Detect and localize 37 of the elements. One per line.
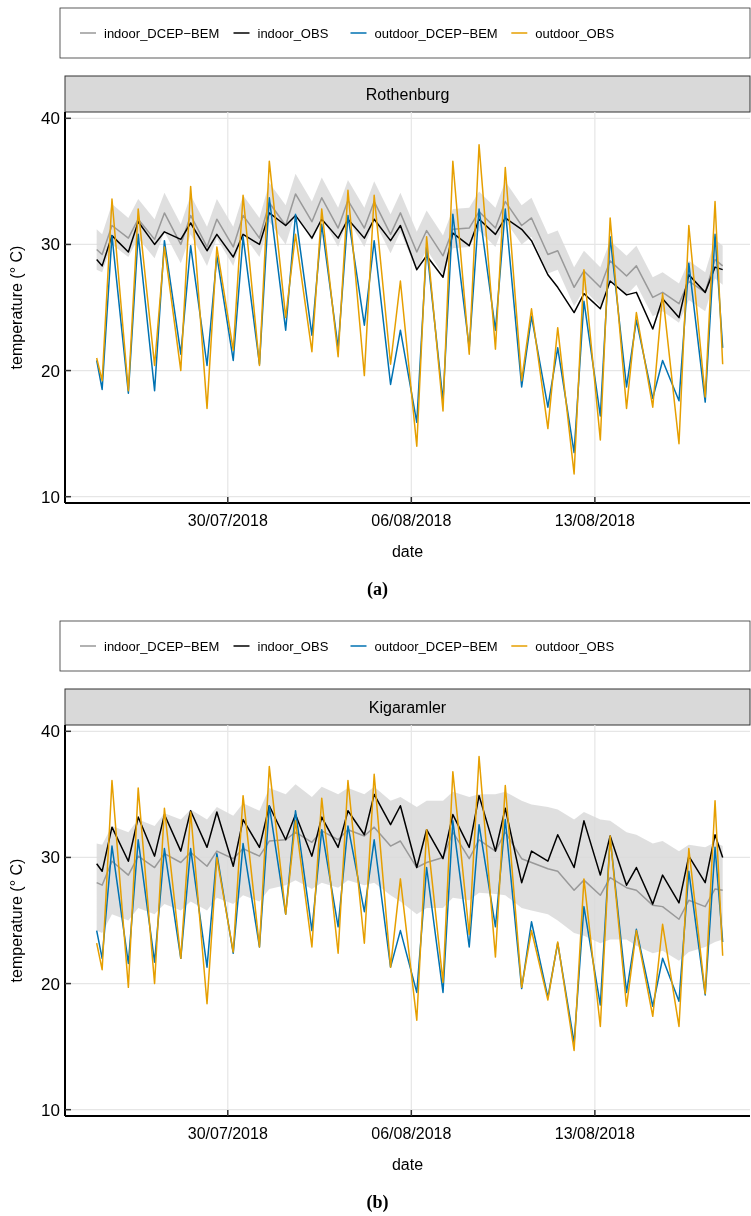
legend-label: outdoor_OBS xyxy=(535,639,615,654)
x-tick-label: 13/08/2018 xyxy=(554,1125,636,1142)
y-tick-label: 30 xyxy=(41,848,60,868)
y-tick-label: 40 xyxy=(41,722,60,742)
chart-title: Kigaramler xyxy=(368,699,447,716)
line-series xyxy=(95,212,724,330)
line-series xyxy=(95,193,724,305)
x-tick-label: 13/08/2018 xyxy=(554,512,636,529)
legend-label: outdoor_DCEP−BEM xyxy=(374,26,498,41)
x-tick-label: 06/08/2018 xyxy=(371,512,452,529)
chart-title: Rothenburg xyxy=(365,86,450,103)
legend-label: indoor_OBS xyxy=(257,639,329,654)
text: (b) xyxy=(366,1192,389,1213)
line-series xyxy=(95,826,724,920)
x-tick-label: 30/07/2018 xyxy=(187,512,268,529)
x-axis-title: date xyxy=(391,543,424,560)
legend-label: indoor_DCEP−BEM xyxy=(104,26,220,41)
x-axis-title: date xyxy=(391,1156,424,1173)
legend-label: outdoor_DCEP−BEM xyxy=(374,639,498,654)
x-tick-label: 06/08/2018 xyxy=(371,1125,452,1142)
y-axis-title: temperature (° C) xyxy=(8,858,25,983)
legend-label: outdoor_OBS xyxy=(535,26,615,41)
line-series xyxy=(95,755,724,1052)
line-series xyxy=(95,144,724,475)
y-tick-label: 30 xyxy=(41,235,60,255)
y-tick-label: 10 xyxy=(41,1100,60,1120)
line-series xyxy=(95,804,724,1044)
y-tick-label: 40 xyxy=(41,109,60,129)
y-tick-label: 10 xyxy=(41,487,60,507)
x-tick-label: 30/07/2018 xyxy=(187,1125,268,1142)
legend-label: indoor_OBS xyxy=(257,26,329,41)
y-tick-label: 20 xyxy=(41,974,60,994)
line-series xyxy=(95,793,724,905)
y-tick-label: 20 xyxy=(41,361,60,381)
legend-label: indoor_DCEP−BEM xyxy=(104,639,220,654)
y-axis-title: temperature (° C) xyxy=(8,245,25,370)
text: (a) xyxy=(367,579,388,600)
